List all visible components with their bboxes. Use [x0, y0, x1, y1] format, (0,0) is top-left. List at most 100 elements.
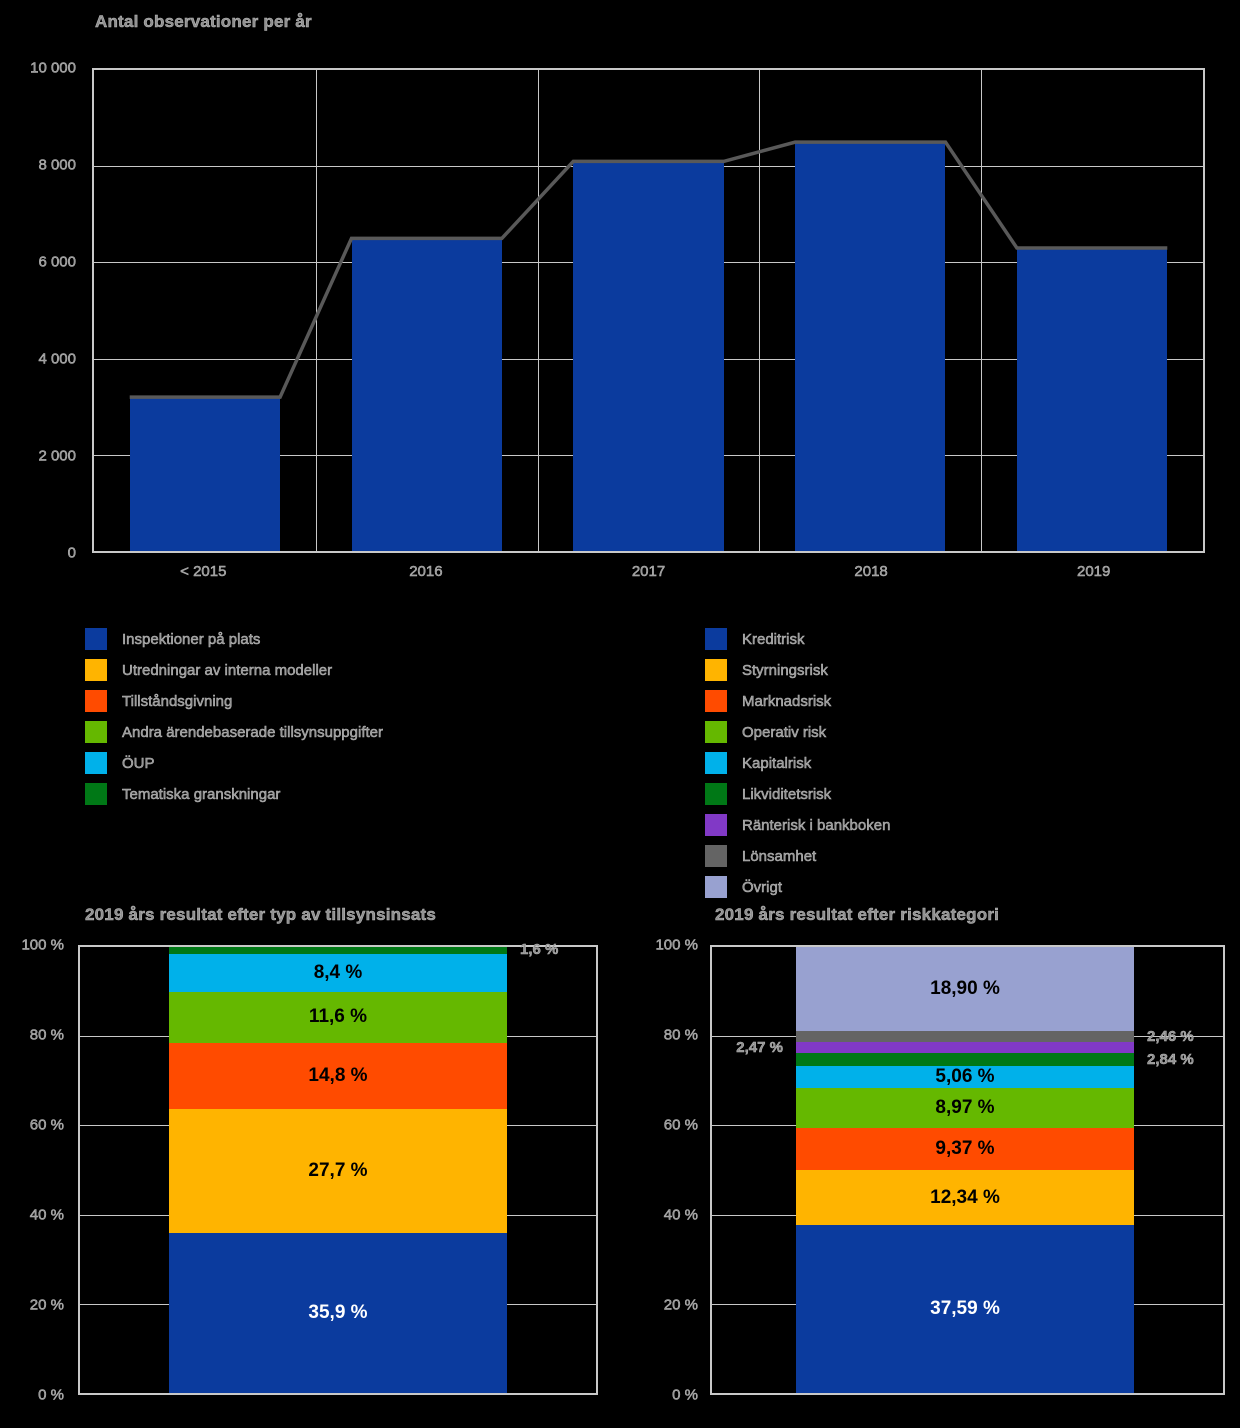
legend-label: Kreditrisk: [742, 631, 805, 648]
legend-item-risk-3: Operativ risk: [705, 721, 890, 743]
legend-swatch: [705, 721, 727, 743]
segment-Lönsamhet: [796, 1031, 1133, 1042]
bottom-right-y-axis: 100 %80 %60 %40 %20 %0 %: [634, 945, 706, 1395]
legend-item-activity-1: Utredningar av interna modeller: [85, 659, 383, 681]
y-tick-label: 0 %: [672, 1387, 698, 1404]
legend-item-activity-0: Inspektioner på plats: [85, 628, 383, 650]
bottom-right-chart-title: 2019 års resultat efter riskkategori: [715, 905, 999, 925]
overlay-line: [94, 70, 1203, 551]
y-tick-label: 0 %: [38, 1387, 64, 1404]
y-tick-label: 0: [68, 545, 76, 562]
legend-risk-category: Kreditrisk Styrningsrisk Marknadsrisk Opera…: [705, 628, 890, 907]
legend-item-risk-6: Ränterisk i bankboken: [705, 814, 890, 836]
legend-item-activity-4: ÖUP: [85, 752, 383, 774]
segment-value-label: 37,59 %: [930, 1298, 1000, 1320]
legend-item-risk-4: Kapitalrisk: [705, 752, 890, 774]
segment-Övrigt: 18,90 %: [796, 947, 1133, 1031]
legend-swatch: [85, 628, 107, 650]
trend-line: [130, 142, 1168, 397]
legend-item-risk-7: Lönsamhet: [705, 845, 890, 867]
legend-swatch: [705, 752, 727, 774]
top-chart-title: Antal observationer per år: [95, 12, 312, 32]
legend-swatch: [705, 628, 727, 650]
y-tick-label: 2 000: [38, 448, 76, 465]
legend-swatch: [705, 659, 727, 681]
callout-label-Tematiska granskningar: 1,6 %: [520, 941, 558, 958]
legend-label: Styrningsrisk: [742, 662, 828, 679]
segment-value-label: 11,6 %: [309, 1006, 367, 1028]
bottom-left-y-axis: 100 %80 %60 %40 %20 %0 %: [0, 945, 72, 1395]
bar-chart-observations-plot: [92, 68, 1205, 553]
segment-Styrningsrisk: 12,34 %: [796, 1170, 1133, 1225]
y-tick-label: 80 %: [664, 1027, 698, 1044]
legend-swatch: [85, 752, 107, 774]
segment-value-label: 8,4 %: [314, 962, 363, 984]
legend-label: Andra ärendebaserade tillsynsuppgifter: [122, 724, 383, 741]
legend-label: Tillståndsgivning: [122, 693, 232, 710]
legend-swatch: [705, 814, 727, 836]
legend-label: ÖUP: [122, 755, 155, 772]
legend-item-activity-2: Tillståndsgivning: [85, 690, 383, 712]
y-tick-label: 20 %: [30, 1297, 64, 1314]
segment-value-label: 8,97 %: [935, 1097, 994, 1119]
y-tick-label: 60 %: [664, 1117, 698, 1134]
bottom-left-chart-title: 2019 års resultat efter typ av tillsynsi…: [85, 905, 436, 925]
legend-swatch: [85, 721, 107, 743]
segment-Ränterisk i bankboken: [796, 1042, 1133, 1053]
segment-Operativ risk: 8,97 %: [796, 1088, 1133, 1128]
legend-label: Tematiska granskningar: [122, 786, 280, 803]
legend-label: Utredningar av interna modeller: [122, 662, 332, 679]
x-tick-label: 2019: [1077, 563, 1110, 580]
legend-supervisory-activity: Inspektioner på plats Utredningar av inte…: [85, 628, 383, 814]
segment-Likviditetsrisk: [796, 1053, 1133, 1066]
y-tick-label: 60 %: [30, 1117, 64, 1134]
segment-Andra ärendebaserade tillsynsuppgifter: 11,6 %: [169, 992, 506, 1044]
legend-item-activity-3: Andra ärendebaserade tillsynsuppgifter: [85, 721, 383, 743]
segment-Utredningar av interna modeller: 27,7 %: [169, 1109, 506, 1233]
legend-label: Likviditetsrisk: [742, 786, 831, 803]
legend-swatch: [85, 690, 107, 712]
segment-value-label: 12,34 %: [930, 1187, 1000, 1209]
x-tick-label: 2018: [854, 563, 887, 580]
legend-label: Ränterisk i bankboken: [742, 817, 890, 834]
segment-value-label: 14,8 %: [308, 1065, 367, 1087]
legend-swatch: [705, 845, 727, 867]
segment-Kapitalrisk: 5,06 %: [796, 1066, 1133, 1089]
callout-label-Lönsamhet: 2,46 %: [1147, 1028, 1194, 1045]
y-tick-label: 8 000: [38, 157, 76, 174]
segment-Inspektioner på plats: 35,9 %: [169, 1233, 506, 1393]
y-tick-label: 20 %: [664, 1297, 698, 1314]
x-tick-label: < 2015: [180, 563, 226, 580]
y-tick-label: 40 %: [664, 1207, 698, 1224]
segment-value-label: 5,06 %: [935, 1066, 994, 1088]
legend-swatch: [85, 783, 107, 805]
legend-label: Övrigt: [742, 879, 782, 896]
stacked-chart-activity-plot: 8,4 %11,6 %14,8 %27,7 %35,9 %1,6 %: [78, 945, 598, 1395]
segment-ÖUP: 8,4 %: [169, 954, 506, 991]
segment-value-label: 18,90 %: [930, 978, 1000, 1000]
top-chart-y-axis: 10 0008 0006 0004 0002 0000: [0, 68, 84, 553]
segment-Kreditrisk: 37,59 %: [796, 1225, 1133, 1393]
y-tick-label: 100 %: [655, 937, 698, 954]
legend-swatch: [85, 659, 107, 681]
legend-label: Operativ risk: [742, 724, 826, 741]
y-tick-label: 40 %: [30, 1207, 64, 1224]
y-tick-label: 4 000: [38, 351, 76, 368]
y-tick-label: 10 000: [30, 60, 76, 77]
legend-item-risk-1: Styrningsrisk: [705, 659, 890, 681]
stacked-bar: 18,90 % 5,06 % 8,97 % 9,37 % 12,34 % 37,59 %: [796, 947, 1133, 1393]
legend-item-risk-8: Övrigt: [705, 876, 890, 898]
x-tick-label: 2016: [409, 563, 442, 580]
y-tick-label: 100 %: [21, 937, 64, 954]
legend-item-activity-5: Tematiska granskningar: [85, 783, 383, 805]
segment-Marknadsrisk: 9,37 %: [796, 1128, 1133, 1170]
segment-Tematiska granskningar: [169, 947, 506, 954]
segment-value-label: 27,7 %: [308, 1160, 367, 1182]
x-tick-label: 2017: [632, 563, 665, 580]
legend-item-risk-0: Kreditrisk: [705, 628, 890, 650]
legend-swatch: [705, 690, 727, 712]
legend-label: Inspektioner på plats: [122, 631, 260, 648]
legend-item-risk-2: Marknadsrisk: [705, 690, 890, 712]
callout-label-Likviditetsrisk: 2,84 %: [1147, 1051, 1194, 1068]
segment-value-label: 35,9 %: [308, 1302, 367, 1324]
